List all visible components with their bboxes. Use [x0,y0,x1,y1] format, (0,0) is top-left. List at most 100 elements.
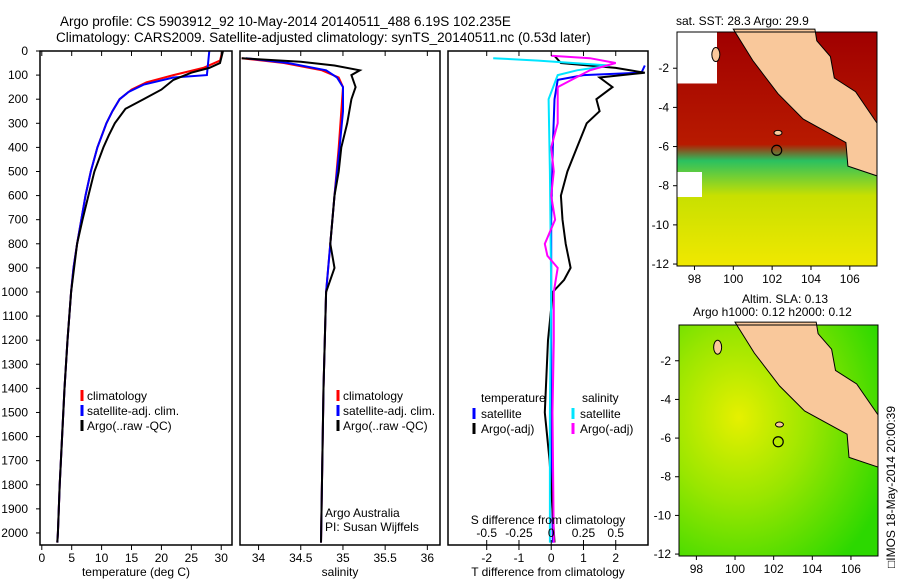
legend-label: Argo(-adj) [580,422,633,436]
lon-tick-label: 100 [723,272,743,286]
lat-tick-label: -8 [658,179,669,193]
series-line-satellite-adj-clim- [56,50,211,543]
series-line-t-satellite [550,65,646,543]
lon-tick-label: 106 [840,272,860,286]
x-tick-label: 0 [548,551,555,565]
s-tick-label: 0.5 [607,526,624,540]
legend-header-salinity: salinity [582,391,619,405]
y-tick-label: 1300 [1,357,28,371]
lat-tick-label: -10 [652,218,670,232]
lon-tick-label: 98 [688,272,702,286]
y-tick-label: 1800 [1,478,28,492]
title-line-2: Climatology: CARS2009. Satellite-adjuste… [56,30,591,45]
x-axis-label: temperature (deg C) [82,565,190,579]
x-tick-label: 34 [252,551,266,565]
series-line-t-argo-adj- [543,55,645,543]
y-tick-label: 1900 [1,502,28,516]
panel-0: 0 5 10 15 20 25 30 temperature (deg C) 0 100 200 30… [1,44,233,579]
legend-label: climatology [87,389,147,403]
x-tick-label: 15 [125,551,139,565]
x-tick-label: 1 [580,551,587,565]
sla-map: 98 100 102 104 106 -2 -4 -6 -8 -10 -12 [654,321,879,576]
sst-map-title: sat. SST: 28.3 Argo: 29.9 [676,14,809,28]
no-data-area [677,32,717,84]
sla-map-title-1: Altim. SLA: 0.13 [742,292,829,306]
y-tick-label: 1700 [1,454,28,468]
y-tick-label: 1100 [2,309,28,323]
x-tick-label: 0 [38,551,45,565]
lat-tick-label: -4 [658,100,669,114]
x-tick-label: 20 [155,551,169,565]
series-line-climatology [56,50,224,543]
lat-tick-label: -2 [658,61,669,75]
y-tick-label: 1000 [1,285,28,299]
plot-frame [239,50,441,546]
legend-label: Argo(..raw -QC) [87,419,172,433]
x-tick-label: 5 [68,551,75,565]
series-line-s-satellite [493,57,610,543]
s-axis-label: S difference from climatology [471,513,626,527]
no-data-area [677,172,702,198]
y-tick-label: 2000 [1,526,28,540]
x-tick-label: 35.5 [373,551,397,565]
panel-1: 34 34.5 35 35.5 36 salinity climatologysatelli… [239,50,441,579]
imos-credit: □IMOS 18-May-2014 20:00:39 [884,406,898,568]
x-tick-label: 30 [215,551,229,565]
series-line-argo-raw-qc- [56,50,224,543]
legend-label: Argo(..raw -QC) [343,419,428,433]
y-tick-label: 300 [8,116,28,130]
lat-tick-label: -8 [660,470,671,484]
map-frame [678,324,879,557]
s-tick-label: -0.5 [476,526,497,540]
s-tick-label: -0.25 [505,526,533,540]
legend-label: satellite-adj. clim. [87,404,179,418]
x-tick-label: 25 [185,551,199,565]
legend-label: climatology [343,389,403,403]
x-axis-label: salinity [322,565,359,579]
sst-map: 98 100 102 104 106 -2 -4 -6 -8 -10 -12 [652,28,878,286]
plot-frame [39,50,233,546]
series-line-satellite-adj-clim- [245,57,344,543]
panel-2: -2 -1 0 1 2T difference from climatology -0.5… [447,50,649,579]
lon-tick-label: 104 [801,272,821,286]
y-tick-label: 900 [8,261,28,275]
legend-label: Argo(-adj) [481,422,534,436]
argo-float-location-marker [772,436,784,448]
y-tick-label: 100 [8,68,28,82]
sla-map-title-2: Argo h1000: 0.12 h2000: 0.12 [693,305,852,319]
y-tick-label: 600 [8,189,28,203]
island-siberut [713,339,723,355]
x-tick-label: 34.5 [289,551,313,565]
lat-tick-label: -6 [660,431,671,445]
lon-tick-label: 104 [802,562,822,576]
title-line-1: Argo profile: CS 5903912_92 10-May-2014 … [60,14,511,29]
legend-header-temperature: temperature [481,391,546,405]
s-tick-label: 0.25 [572,526,596,540]
y-tick-label: 500 [8,164,28,178]
lat-tick-label: -6 [658,140,669,154]
x-tick-label: 35 [336,551,350,565]
legend-label: satellite [481,407,522,421]
x-tick-label: -1 [514,551,525,565]
x-axis-label: T difference from climatology [471,565,625,579]
lon-tick-label: 102 [762,272,782,286]
y-tick-label: 800 [8,237,28,251]
y-tick-label: 1200 [1,333,28,347]
lon-tick-label: 100 [725,562,745,576]
x-tick-label: -2 [481,551,492,565]
x-tick-label: 2 [612,551,619,565]
lat-tick-label: -12 [652,257,670,271]
island-siberut [711,47,721,63]
y-tick-label: 1600 [1,430,28,444]
s-tick-label: 0 [548,526,555,540]
series-line-s-argo-adj- [543,54,616,543]
island-enggano [774,421,784,428]
annotation-text: Argo Australia [325,506,400,520]
y-tick-label: 1500 [1,405,28,419]
y-tick-label: 200 [8,92,28,106]
y-tick-label: 1400 [1,381,28,395]
y-tick-label: 400 [8,140,28,154]
x-tick-label: 10 [95,551,109,565]
annotation-text: PI: Susan Wijffels [325,520,419,534]
